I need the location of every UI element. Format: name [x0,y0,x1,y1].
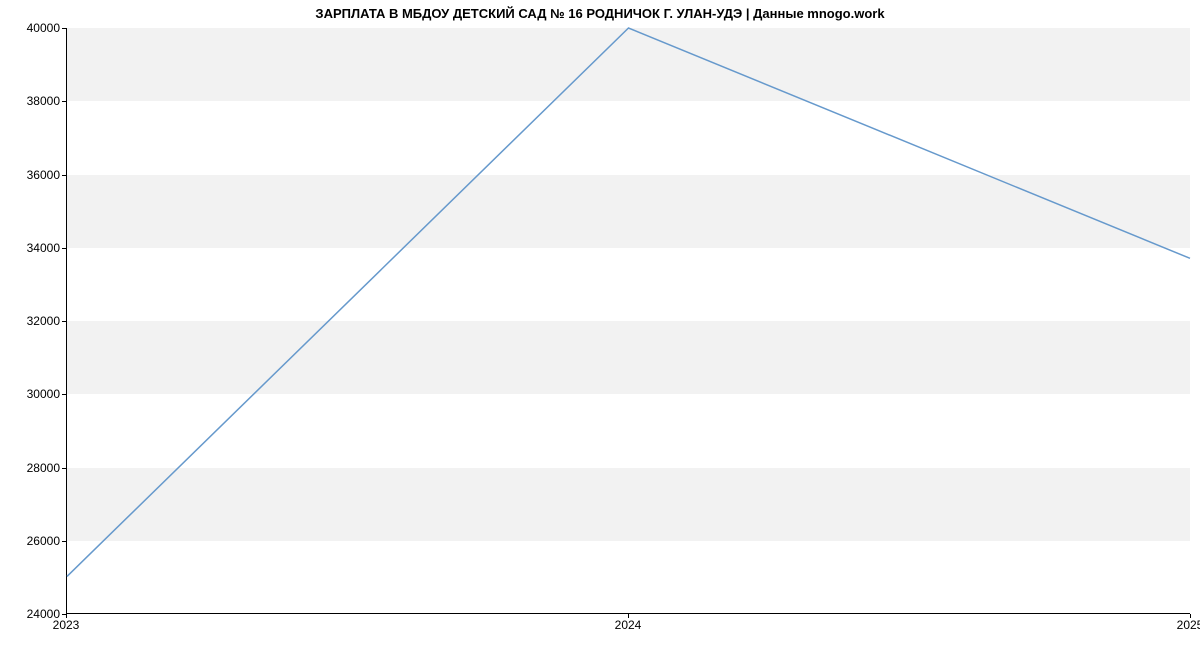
y-tick-label: 30000 [6,387,60,401]
y-tick-label: 40000 [6,21,60,35]
y-tick-label: 26000 [6,534,60,548]
x-tick-label: 2024 [615,618,642,632]
x-tick-label: 2025 [1177,618,1200,632]
y-tick-mark [62,394,66,395]
y-tick-mark [62,175,66,176]
y-tick-label: 34000 [6,241,60,255]
y-tick-label: 36000 [6,168,60,182]
chart-title: ЗАРПЛАТА В МБДОУ ДЕТСКИЙ САД № 16 РОДНИЧ… [0,6,1200,21]
y-tick-mark [62,101,66,102]
y-tick-label: 28000 [6,461,60,475]
x-tick-mark [66,614,67,618]
y-tick-label: 32000 [6,314,60,328]
y-tick-mark [62,321,66,322]
y-tick-label: 38000 [6,94,60,108]
x-tick-mark [1190,614,1191,618]
x-tick-mark [628,614,629,618]
y-tick-mark [62,28,66,29]
y-tick-mark [62,248,66,249]
line-series [67,28,1190,613]
plot-area [66,28,1190,614]
x-tick-label: 2023 [53,618,80,632]
y-tick-mark [62,541,66,542]
y-tick-mark [62,468,66,469]
